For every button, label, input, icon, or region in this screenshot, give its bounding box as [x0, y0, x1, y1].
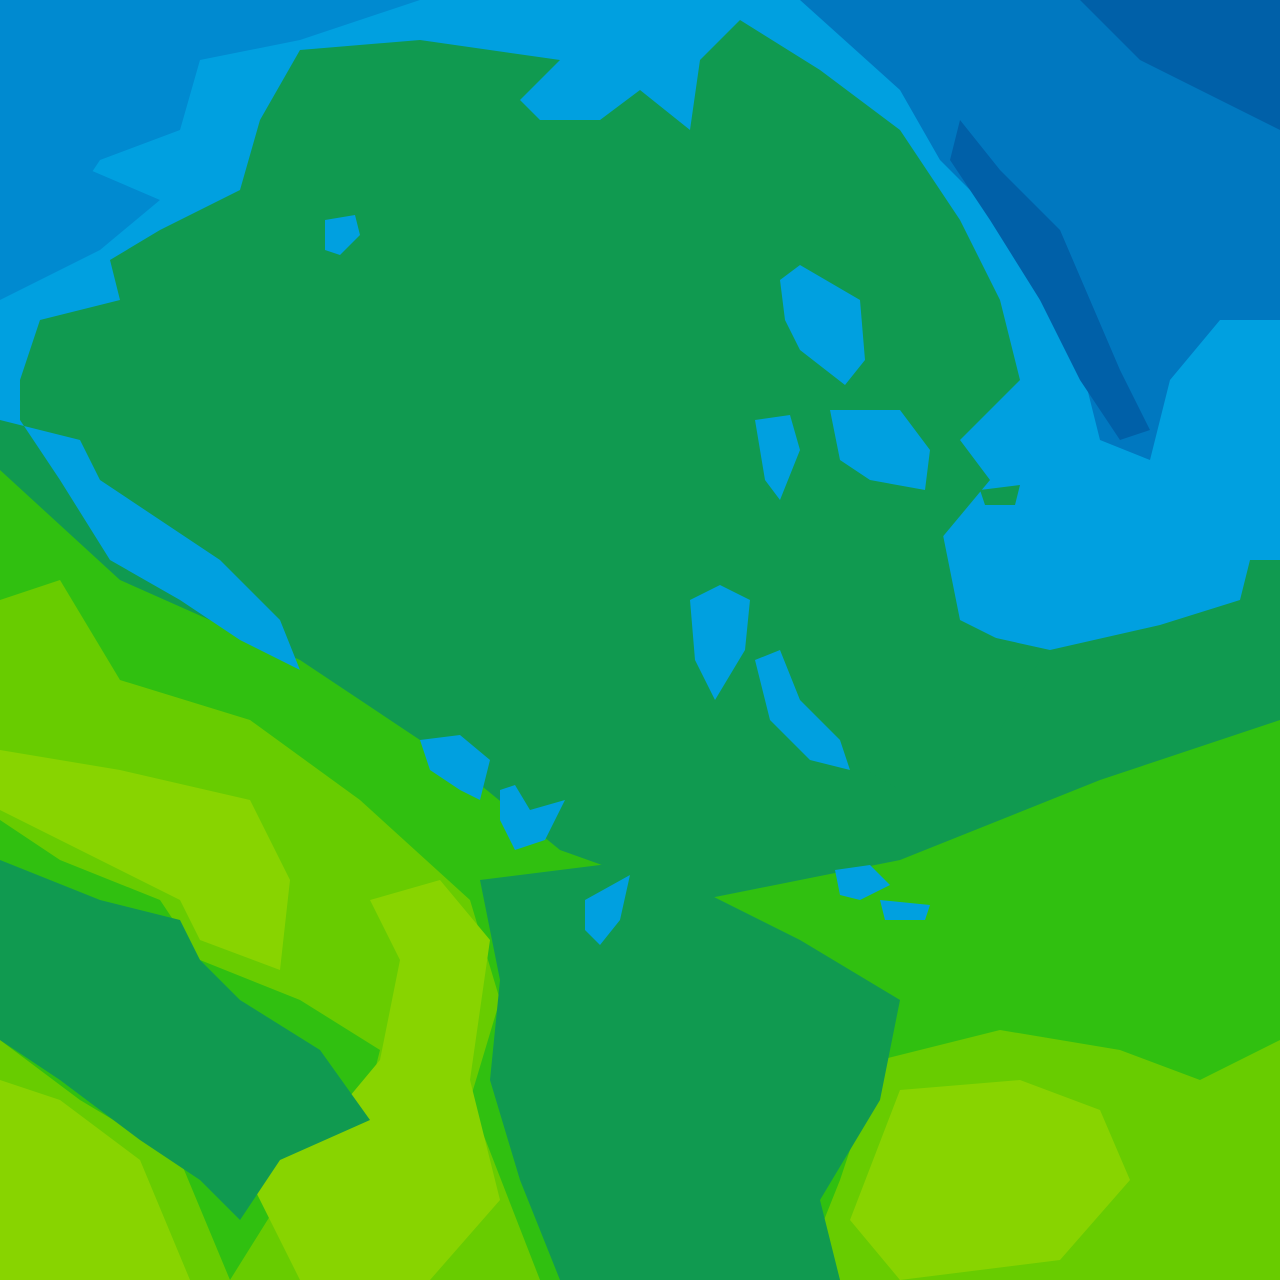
- yellow-green-southwest: [0, 750, 290, 970]
- blue-patch-i: [325, 215, 360, 255]
- blue-patch-k: [830, 410, 930, 490]
- teal-channel-south: [480, 860, 900, 1280]
- blue-patch-e: [500, 785, 565, 850]
- blue-patch-h: [880, 900, 930, 920]
- blue-patch-b: [690, 585, 750, 700]
- mid-blue-northwest: [0, 0, 420, 250]
- blue-patch-g: [835, 865, 890, 900]
- teal-island-east: [750, 480, 1040, 790]
- yellow-green-south: [250, 880, 500, 1280]
- deep-blue-ridge: [950, 120, 1150, 440]
- deep-blue-northeast: [1080, 0, 1280, 130]
- green-island-northeast: [980, 485, 1020, 505]
- blue-patch-j: [755, 415, 800, 500]
- blue-patch-c: [755, 650, 850, 770]
- teal-channel-west: [0, 860, 370, 1220]
- blue-west-band: [0, 140, 160, 300]
- blue-patch-d: [420, 735, 490, 800]
- blue-patch-a: [780, 265, 865, 385]
- yellow-green-bottomleft: [0, 1080, 190, 1280]
- blue-patch-f: [585, 875, 630, 945]
- yellow-green-southeast: [850, 1080, 1130, 1280]
